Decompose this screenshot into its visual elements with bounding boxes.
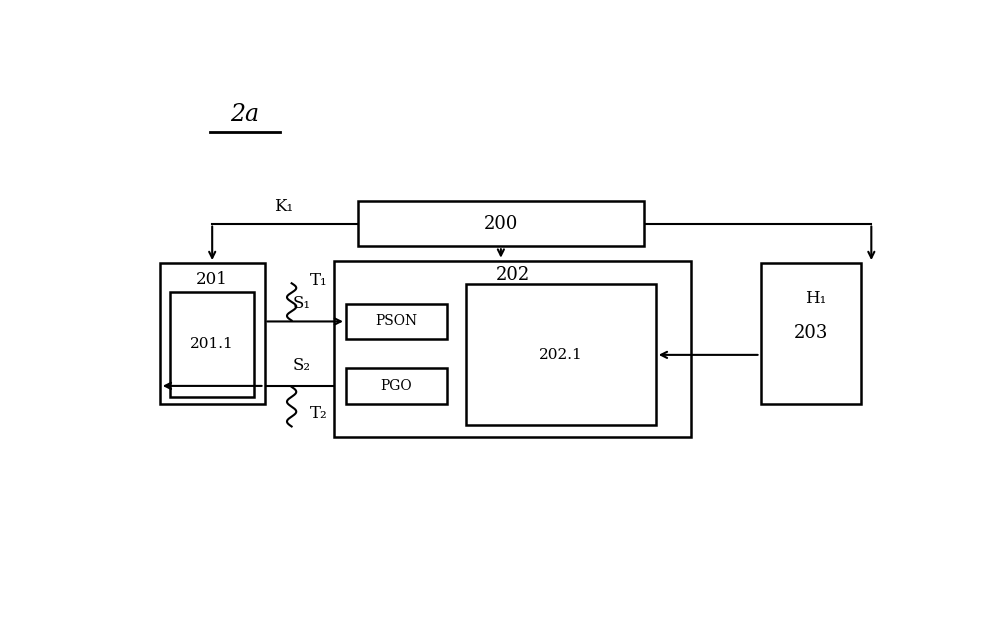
Text: PSON: PSON [375,314,417,329]
Text: 201.1: 201.1 [190,337,234,351]
Text: H₁: H₁ [805,290,827,308]
FancyBboxPatch shape [358,201,644,246]
Text: PGO: PGO [380,379,412,393]
Text: 2a: 2a [231,104,260,126]
Text: 203: 203 [794,324,828,342]
Text: 202: 202 [495,266,530,284]
FancyBboxPatch shape [346,368,447,404]
FancyBboxPatch shape [346,304,447,339]
Text: S₁: S₁ [293,294,311,312]
FancyBboxPatch shape [160,263,264,404]
FancyBboxPatch shape [334,260,691,437]
FancyBboxPatch shape [170,291,254,397]
Text: 200: 200 [484,215,518,232]
Text: K₁: K₁ [274,198,293,215]
FancyBboxPatch shape [761,263,861,404]
Text: T₁: T₁ [310,272,328,289]
Text: S₂: S₂ [293,357,311,374]
Text: T₂: T₂ [310,405,328,422]
Text: 201: 201 [196,272,228,288]
Text: 202.1: 202.1 [539,348,583,362]
FancyBboxPatch shape [466,285,656,425]
